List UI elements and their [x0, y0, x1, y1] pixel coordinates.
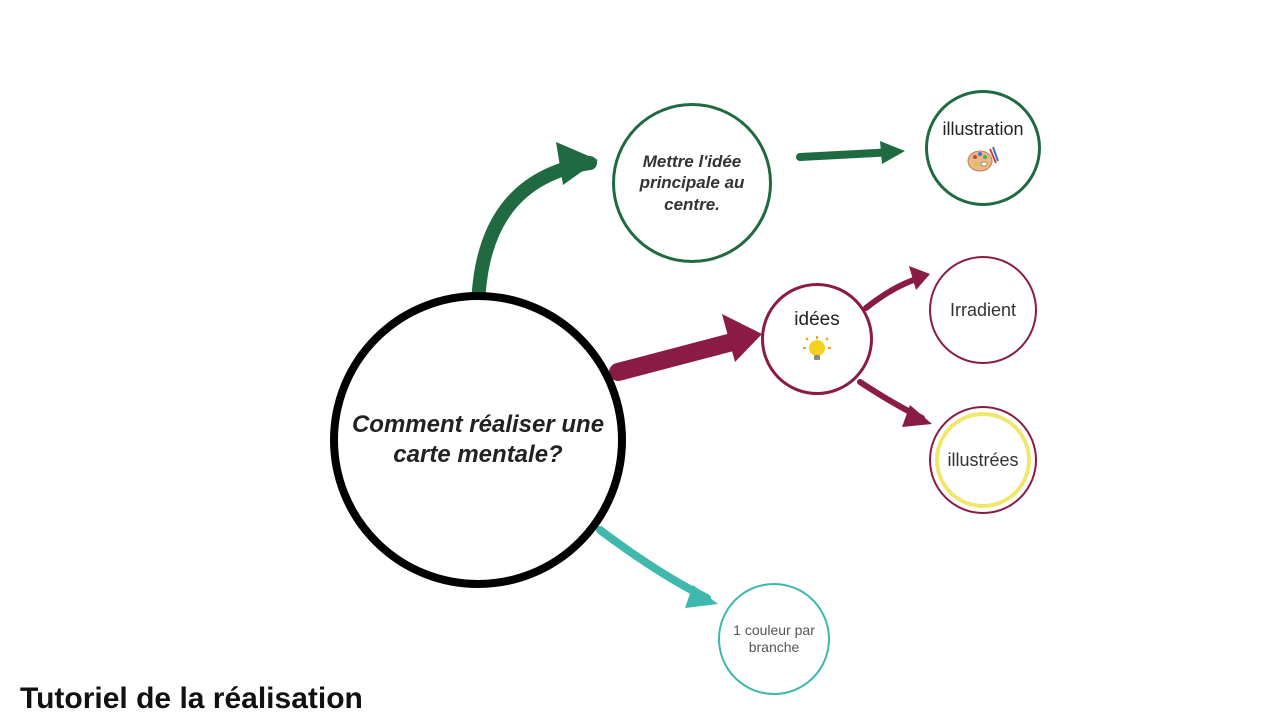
arrowhead-top_branch-to-illustration [880, 141, 905, 164]
arrowhead-idees-to-illustrees [902, 405, 932, 427]
node-center: Comment réaliser une carte mentale? [330, 292, 626, 588]
node-irradient-label: Irradient [940, 299, 1026, 322]
bulb-icon [802, 335, 832, 370]
palette-icon [966, 145, 1000, 178]
node-idees: idées [761, 283, 873, 395]
node-irradient: Irradient [929, 256, 1037, 364]
node-couleur: 1 couleur par branche [718, 583, 830, 695]
node-top_branch-label: Mettre l'idée principale au centre. [615, 151, 769, 215]
node-illustration-label: illustration [932, 118, 1033, 141]
arrow-idees-to-irradient [866, 278, 920, 308]
arrow-idees-to-illustrees [860, 382, 922, 418]
arrow-center-to-couleur [600, 530, 707, 598]
arrowhead-center-to-top_branch [556, 142, 598, 185]
node-couleur-label: 1 couleur par branche [720, 622, 828, 657]
arrowhead-idees-to-irradient [909, 266, 930, 290]
node-illustration: illustration [925, 90, 1041, 206]
arrowhead-center-to-idees [722, 314, 762, 362]
footer-title: Tutoriel de la réalisation [20, 682, 363, 716]
mindmap-arrows [0, 0, 1280, 720]
node-idees-label: idées [784, 308, 849, 332]
node-top_branch: Mettre l'idée principale au centre. [612, 103, 772, 263]
node-center-label: Comment réaliser une carte mentale? [338, 410, 618, 470]
arrowhead-center-to-couleur [685, 585, 718, 608]
node-illustrees-label: illustrées [937, 449, 1028, 472]
arrow-center-to-top_branch [478, 163, 590, 310]
arrow-top_branch-to-illustration [800, 152, 895, 157]
arrow-center-to-idees [618, 340, 740, 372]
node-illustrees: illustrées [929, 406, 1037, 514]
